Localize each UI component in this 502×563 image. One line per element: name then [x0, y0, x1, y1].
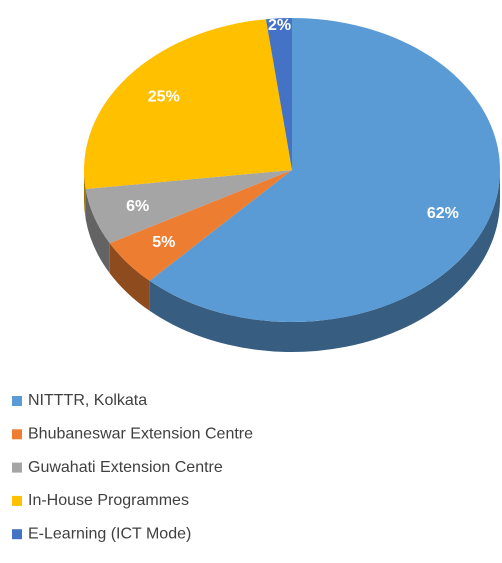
legend-swatch: [12, 462, 22, 473]
pie-slice: [83, 19, 292, 190]
pie-side: [109, 243, 150, 311]
data-label: 25%: [148, 89, 180, 106]
pie-side: [84, 170, 86, 220]
pie-slice: [149, 18, 501, 322]
legend-label: Guwahati Extension Centre: [28, 459, 223, 476]
legend-swatch: [12, 396, 22, 406]
legend-swatch: [12, 529, 22, 540]
legend-label: E-Learning (ICT Mode): [28, 525, 191, 542]
legend-label: In-House Programmes: [28, 492, 189, 509]
legend-label: Bhubaneswar Extension Centre: [28, 426, 253, 443]
pie-slice: [85, 170, 293, 244]
data-label: 62%: [427, 205, 459, 222]
data-label: 5%: [152, 234, 175, 251]
pie-slice: [265, 18, 292, 170]
pie-slice: [109, 170, 292, 281]
legend-swatch: [12, 429, 22, 440]
data-label: 2%: [268, 17, 291, 34]
pie-side: [85, 189, 110, 274]
data-label: 6%: [126, 198, 149, 215]
legend-swatch: [12, 495, 22, 506]
pie-side: [149, 170, 500, 352]
legend-label: NITTTR, Kolkata: [28, 392, 147, 409]
